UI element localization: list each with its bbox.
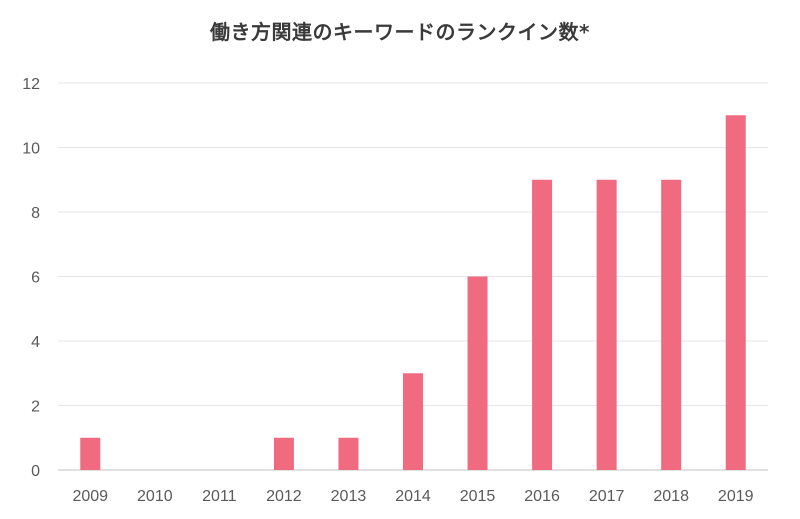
y-tick-label: 2 [31,399,40,416]
x-tick-label: 2016 [524,488,560,505]
y-tick-label: 12 [22,76,40,93]
bar [467,276,488,470]
bar [273,437,294,470]
x-tick-label: 2017 [589,488,625,505]
y-tick-label: 0 [31,463,40,480]
x-tick-label: 2010 [137,488,173,505]
bar [338,437,359,470]
bar [80,437,101,470]
x-tick-label: 2011 [202,488,237,505]
x-tick-label: 2015 [460,488,496,505]
bar [403,373,423,470]
bar [725,115,746,470]
x-tick-label: 2009 [72,488,108,505]
bar [596,179,617,470]
y-tick-label: 8 [31,205,40,222]
y-tick-label: 4 [31,334,40,351]
x-tick-label: 2019 [718,488,754,505]
x-tick-label: 2018 [653,488,689,505]
bar [661,179,682,470]
x-tick-label: 2013 [331,488,367,505]
x-tick-label: 2014 [395,488,431,505]
y-tick-label: 10 [22,141,40,158]
bar [532,179,553,470]
x-tick-label: 2012 [266,488,302,505]
y-tick-label: 6 [31,270,40,287]
chart-title: 働き方関連のキーワードのランクイン数* [210,20,590,44]
